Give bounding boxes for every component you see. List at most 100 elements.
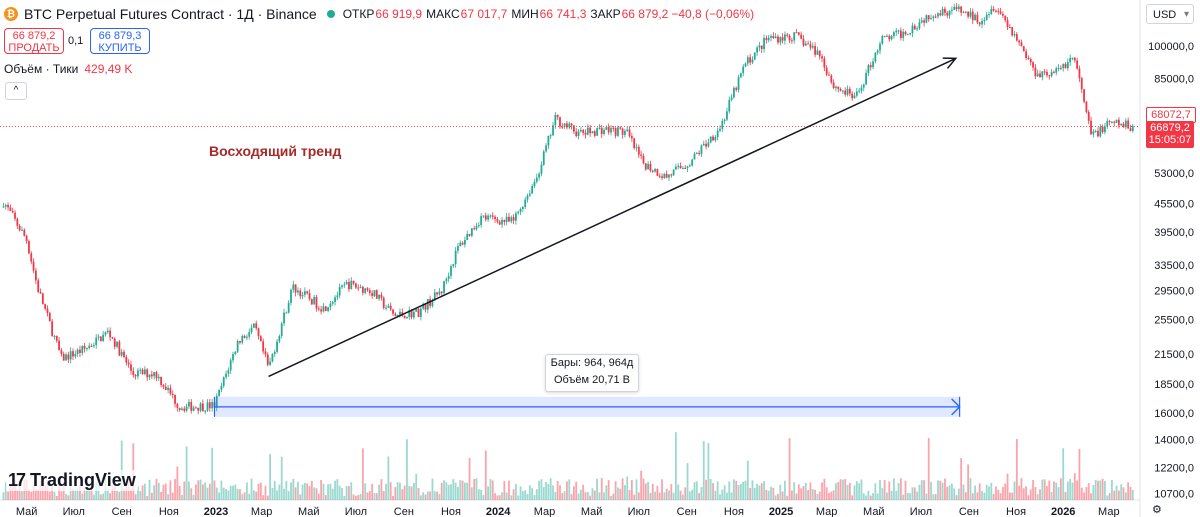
volume-bar [60, 491, 63, 500]
volume-bar [2, 492, 5, 500]
candle-body [855, 91, 858, 96]
candle-body [16, 218, 19, 226]
candle-body [642, 155, 645, 164]
candle-body [837, 86, 840, 90]
candle-body [916, 28, 919, 30]
volume-bar [654, 491, 656, 500]
volume-legend[interactable]: Объём · Тики 429,49 K [4, 62, 132, 76]
volume-bar [614, 481, 617, 500]
volume-bar [489, 479, 492, 500]
candle-body [593, 131, 596, 136]
symbol-title[interactable]: BTC Perpetual Futures Contract · 1Д · Bi… [24, 6, 317, 22]
currency-select[interactable]: USD [1146, 4, 1194, 25]
candle-body [554, 114, 557, 126]
gear-icon[interactable]: ⚙ [1152, 504, 1162, 516]
candle-body [633, 138, 636, 149]
volume-bar [698, 493, 701, 500]
candle-body [410, 310, 413, 318]
candle-body [612, 127, 615, 129]
candle-body [821, 56, 823, 59]
candle-body [88, 345, 91, 349]
candle-body [981, 20, 983, 25]
volume-bar [34, 488, 37, 500]
volume-bar [134, 494, 137, 500]
volume-bar [299, 494, 302, 500]
candle-body [350, 280, 353, 290]
candle-body [308, 293, 311, 300]
volume-bar [1015, 438, 1018, 500]
volume-bar [116, 490, 118, 500]
candle-body [324, 306, 327, 311]
volume-bar [436, 491, 438, 500]
volume-bar [593, 490, 596, 500]
candle-body [545, 145, 547, 152]
volume-bar [890, 490, 893, 500]
candle-body [1053, 71, 1055, 73]
volume-bar [902, 494, 905, 500]
candle-body [862, 84, 865, 88]
candle-body [521, 206, 524, 210]
tradingview-logo[interactable]: 17 TradingView [6, 470, 138, 491]
candle-body [582, 129, 585, 133]
candle-body [946, 12, 949, 16]
candle-body [772, 36, 775, 39]
x-tick-label-21: Ноя [1006, 506, 1026, 517]
volume-bar [178, 485, 181, 500]
volume-bar [83, 487, 86, 500]
candle-body [1048, 75, 1051, 77]
candle-body [491, 215, 494, 217]
candle-body [433, 292, 436, 301]
candle-body [556, 114, 559, 118]
candle-body [955, 6, 958, 10]
candle-body [531, 186, 534, 194]
candle-body [375, 290, 378, 299]
candle-body [422, 303, 425, 309]
candle-body [18, 225, 21, 231]
volume-bar [181, 495, 183, 500]
volume-bar [368, 491, 371, 500]
candle-body [211, 402, 214, 409]
candle-body [510, 217, 513, 222]
candle-body [148, 374, 151, 378]
volume-bar [113, 485, 116, 500]
candle-body [1122, 123, 1125, 128]
candle-body [313, 296, 316, 305]
candle-body [317, 308, 320, 310]
volume-bar [141, 485, 144, 500]
trend-annotation[interactable]: Восходящий тренд [209, 143, 342, 159]
collapse-icon[interactable]: ^ [5, 82, 27, 100]
volume-bar [1076, 480, 1079, 500]
volume-bar [301, 484, 304, 500]
volume-bar [1080, 487, 1083, 500]
candle-body [243, 335, 246, 338]
volume-bar [591, 488, 594, 500]
x-tick-label-12: Май [581, 506, 603, 517]
sell-button[interactable]: 66 879,2 ПРОДАТЬ [4, 28, 64, 54]
candle-body [651, 170, 654, 172]
candle-body [218, 389, 220, 396]
volume-bar [918, 484, 921, 500]
tradingview-mark-icon: 17 [8, 470, 26, 490]
volume-bar [568, 479, 571, 500]
volume-bar [577, 493, 580, 500]
candle-body [911, 25, 914, 34]
candle-body [860, 87, 863, 91]
ohlc-close-value: 66 879,2 [621, 7, 669, 21]
volume-bar [1094, 479, 1097, 500]
candle-body [359, 286, 362, 288]
candle-body [1101, 126, 1104, 133]
volume-bar [86, 486, 88, 500]
quantity-field[interactable]: 0,1 [68, 35, 84, 47]
volume-bar [317, 493, 320, 500]
volume-bar [1090, 493, 1092, 500]
volume-bar [1002, 486, 1004, 500]
candle-body [225, 373, 227, 378]
volume-bar [1097, 480, 1099, 500]
candle-body [475, 226, 478, 230]
volume-bar [394, 487, 397, 500]
candle-body [814, 45, 816, 55]
buy-button[interactable]: 66 879,3 КУПИТЬ [90, 28, 150, 54]
volume-bar [619, 488, 622, 500]
volume-bar [329, 483, 332, 500]
